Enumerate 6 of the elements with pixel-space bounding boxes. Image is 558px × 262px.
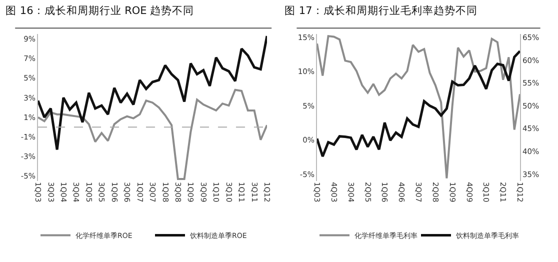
line-series: [38, 34, 267, 151]
line-series: [317, 50, 520, 158]
chart-title: 图 17：成长和周期行业毛利率趋势不同: [284, 4, 478, 17]
line-series: [317, 35, 520, 180]
line-series: [38, 88, 267, 180]
chart-title: 图 16：成长和周期行业 ROE 趋势不同: [6, 4, 194, 17]
